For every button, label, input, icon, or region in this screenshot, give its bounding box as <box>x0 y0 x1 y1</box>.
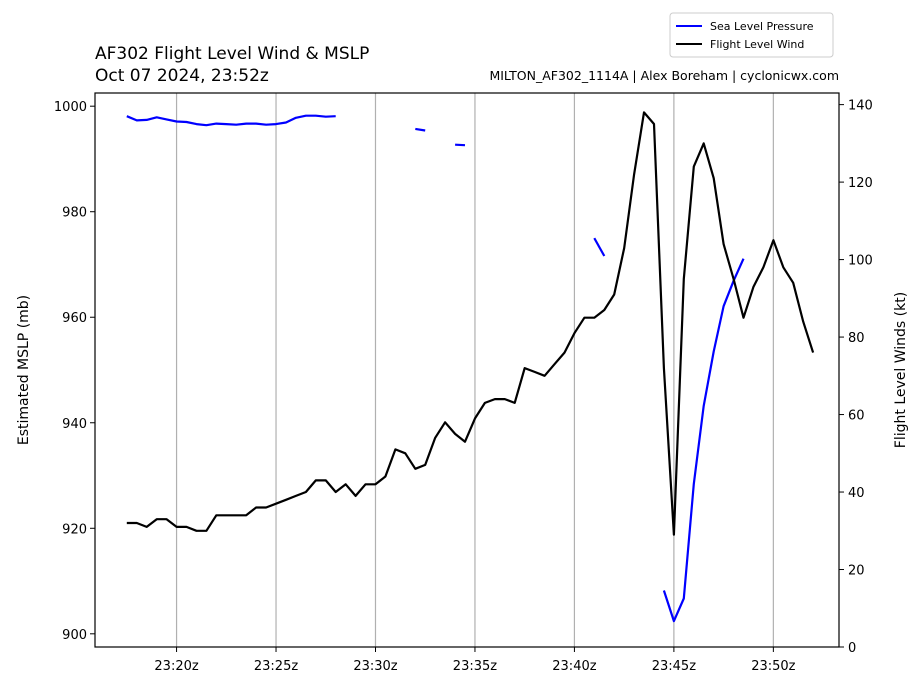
y-left-tick-label: 980 <box>62 206 87 221</box>
y-right-tick-label: 0 <box>848 641 856 656</box>
chart-credit: MILTON_AF302_1114A | Alex Boreham | cycl… <box>489 68 839 83</box>
x-tick-label: 23:20z <box>154 659 198 674</box>
chart-title: AF302 Flight Level Wind & MSLP <box>95 44 369 64</box>
pressure-line-segment <box>593 237 606 257</box>
x-tick-label: 23:25z <box>254 659 298 674</box>
y-right-tick-label: 100 <box>848 254 873 269</box>
wind-line-segment <box>126 111 815 536</box>
y-right-tick-label: 60 <box>848 409 865 424</box>
legend-box <box>669 12 834 58</box>
x-tick-label: 23:45z <box>652 659 696 674</box>
y-left-tick-label: 940 <box>62 417 87 432</box>
y-axis-right-label: Flight Level Winds (kt) <box>893 292 909 448</box>
pressure-line-segment <box>415 127 426 132</box>
x-tick-label: 23:35z <box>453 659 497 674</box>
y-left-tick-label: 920 <box>62 522 87 537</box>
axis-ticks: 23:20z 23:25z 23:30z 23:35z 23:40z 23:45z 23:5… <box>54 99 873 674</box>
legend-label-pressure: Sea Level Pressure <box>710 20 814 33</box>
x-tick-label: 23:30z <box>353 659 397 674</box>
legend-label-wind: Flight Level Wind <box>710 38 804 51</box>
y-right-tick-label: 80 <box>848 331 865 346</box>
plot-series <box>126 111 815 623</box>
y-axis-left-label: Estimated MSLP (mb) <box>16 295 32 445</box>
x-tick-label: 23:40z <box>552 659 596 674</box>
y-right-tick-label: 140 <box>848 99 873 114</box>
y-right-tick-label: 40 <box>848 486 865 501</box>
pressure-line-segment <box>455 143 466 147</box>
chart-subtitle: Oct 07 2024, 23:52z <box>95 66 269 86</box>
y-right-tick-label: 20 <box>848 564 865 579</box>
y-right-tick-label: 120 <box>848 176 873 191</box>
legend: Sea Level Pressure Flight Level Wind <box>669 12 834 58</box>
y-left-tick-label: 960 <box>62 311 87 326</box>
pressure-line-segment <box>126 114 336 127</box>
x-tick-label: 23:50z <box>751 659 795 674</box>
grid-lines <box>175 93 774 647</box>
pressure-line-segment <box>662 258 745 623</box>
plot-frame <box>94 92 840 648</box>
y-left-tick-label: 900 <box>62 628 87 643</box>
y-left-tick-label: 1000 <box>54 100 87 115</box>
